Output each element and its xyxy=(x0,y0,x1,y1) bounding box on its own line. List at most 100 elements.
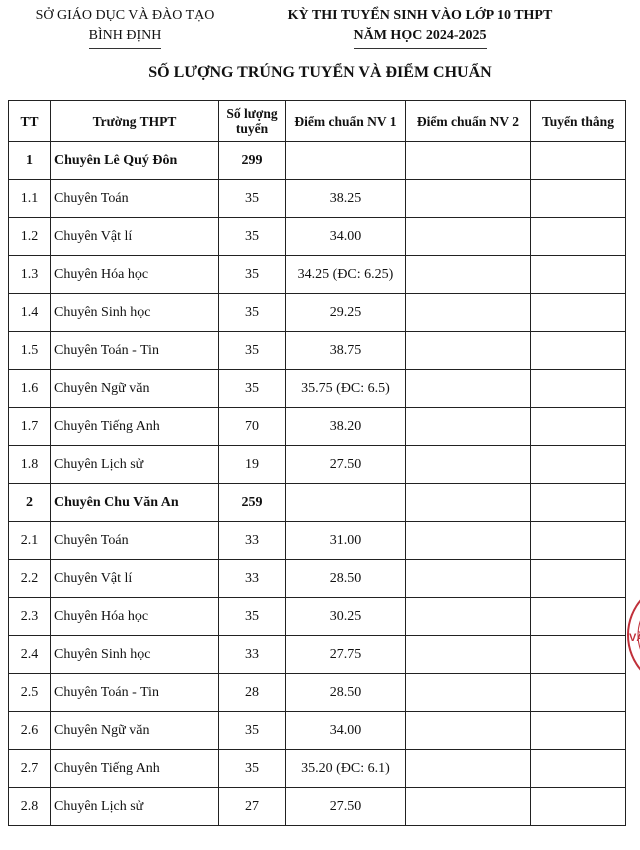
table-row: 1.2 Chuyên Vật lí 35 34.00 xyxy=(8,217,626,256)
cell-count: 35 xyxy=(218,179,286,218)
cell-tt: 1.6 xyxy=(8,369,51,408)
exam-block: KỲ THI TUYỂN SINH VÀO LỚP 10 THPT NĂM HỌ… xyxy=(255,6,585,49)
cell-direct xyxy=(530,369,626,408)
table-row: 1.6 Chuyên Ngữ văn 35 35.75 (ĐC: 6.5) xyxy=(8,369,626,408)
col-direct: Tuyển thẳng xyxy=(530,100,626,142)
cell-school: Chuyên Chu Văn An xyxy=(50,483,219,522)
cell-direct xyxy=(530,331,626,370)
cell-nv2 xyxy=(405,293,531,332)
table-row: 2.2 Chuyên Vật lí 33 28.50 xyxy=(8,559,626,598)
cell-school: Chuyên Hóa học xyxy=(50,255,219,294)
cell-nv1: 38.25 xyxy=(285,179,406,218)
cell-school: Chuyên Sinh học xyxy=(50,293,219,332)
cell-nv2 xyxy=(405,559,531,598)
cell-count: 299 xyxy=(218,141,286,180)
issuer-province: BÌNH ĐỊNH xyxy=(88,26,162,49)
cell-school: Chuyên Ngữ văn xyxy=(50,369,219,408)
stamp-outer-ring xyxy=(627,599,640,671)
cell-tt: 1.4 xyxy=(8,293,51,332)
cell-direct xyxy=(530,673,626,712)
cell-count: 35 xyxy=(218,597,286,636)
cell-nv1: 27.50 xyxy=(285,445,406,484)
cell-direct xyxy=(530,293,626,332)
cell-nv1: 34.00 xyxy=(285,217,406,256)
cell-count: 35 xyxy=(218,217,286,256)
cell-direct xyxy=(530,407,626,446)
cell-nv1: 38.75 xyxy=(285,331,406,370)
table-row: 1.5 Chuyên Toán - Tin 35 38.75 xyxy=(8,331,626,370)
cell-count: 35 xyxy=(218,255,286,294)
table-row: 2.8 Chuyên Lịch sử 27 27.50 xyxy=(8,787,626,826)
cell-count: 35 xyxy=(218,749,286,788)
cell-nv1: 29.25 xyxy=(285,293,406,332)
cell-nv2 xyxy=(405,597,531,636)
cell-nv1: 28.50 xyxy=(285,559,406,598)
cell-direct xyxy=(530,217,626,256)
cell-school: Chuyên Lịch sử xyxy=(50,445,219,484)
table-row: 2.7 Chuyên Tiếng Anh 35 35.20 (ĐC: 6.1) xyxy=(8,749,626,788)
table-row: 1.7 Chuyên Tiếng Anh 70 38.20 xyxy=(8,407,626,446)
table-row: 1.3 Chuyên Hóa học 35 34.25 (ĐC: 6.25) xyxy=(8,255,626,294)
cell-nv1: 35.75 (ĐC: 6.5) xyxy=(285,369,406,408)
cell-direct xyxy=(530,711,626,750)
col-count: Số lượng tuyển xyxy=(218,100,286,142)
cell-nv2 xyxy=(405,749,531,788)
cell-tt: 2.7 xyxy=(8,749,51,788)
cell-nv1: 35.20 (ĐC: 6.1) xyxy=(285,749,406,788)
cell-school: Chuyên Vật lí xyxy=(50,559,219,598)
cell-tt: 1 xyxy=(8,141,51,180)
cell-nv2 xyxy=(405,369,531,408)
exam-name: KỲ THI TUYỂN SINH VÀO LỚP 10 THPT xyxy=(287,8,553,23)
cell-direct xyxy=(530,559,626,598)
col-nv2: Điểm chuẩn NV 2 xyxy=(405,100,531,142)
cell-nv1: 34.00 xyxy=(285,711,406,750)
cell-school: Chuyên Tiếng Anh xyxy=(50,407,219,446)
stamp-text: VĂ xyxy=(629,631,640,644)
cell-tt: 2.1 xyxy=(8,521,51,560)
cell-school: Chuyên Vật lí xyxy=(50,217,219,256)
cell-nv2 xyxy=(405,217,531,256)
cell-count: 35 xyxy=(218,711,286,750)
cell-nv1 xyxy=(285,483,406,522)
cell-count: 27 xyxy=(218,787,286,826)
cell-nv2 xyxy=(405,445,531,484)
cell-nv1: 38.20 xyxy=(285,407,406,446)
cell-school: Chuyên Tiếng Anh xyxy=(50,749,219,788)
cell-tt: 2.5 xyxy=(8,673,51,712)
cell-direct xyxy=(530,521,626,560)
cell-nv2 xyxy=(405,521,531,560)
cell-count: 33 xyxy=(218,635,286,674)
cell-count: 70 xyxy=(218,407,286,446)
official-stamp: VĂ xyxy=(627,599,640,671)
cell-count: 259 xyxy=(218,483,286,522)
issuer-department: SỞ GIÁO DỤC VÀ ĐÀO TẠO xyxy=(35,8,215,23)
cell-direct xyxy=(530,179,626,218)
cell-tt: 1.5 xyxy=(8,331,51,370)
cell-count: 35 xyxy=(218,293,286,332)
admission-table: TT Trường THPT Số lượng tuyển Điểm chuẩn… xyxy=(8,100,626,826)
cell-count: 28 xyxy=(218,673,286,712)
cell-count: 33 xyxy=(218,521,286,560)
cell-tt: 2.3 xyxy=(8,597,51,636)
cell-tt: 1.1 xyxy=(8,179,51,218)
cell-tt: 2.8 xyxy=(8,787,51,826)
cell-count: 33 xyxy=(218,559,286,598)
cell-tt: 1.3 xyxy=(8,255,51,294)
document-title: SỐ LƯỢNG TRÚNG TUYỂN VÀ ĐIỂM CHUẨN xyxy=(148,64,492,81)
table-row: 1 Chuyên Lê Quý Đôn 299 xyxy=(8,141,626,180)
cell-school: Chuyên Ngữ văn xyxy=(50,711,219,750)
cell-direct xyxy=(530,787,626,826)
cell-direct xyxy=(530,749,626,788)
stamp-inner-ring xyxy=(637,620,640,650)
issuer-block: SỞ GIÁO DỤC VÀ ĐÀO TẠO BÌNH ĐỊNH xyxy=(10,6,240,49)
cell-nv2 xyxy=(405,331,531,370)
table-row: 2.3 Chuyên Hóa học 35 30.25 xyxy=(8,597,626,636)
cell-school: Chuyên Toán xyxy=(50,521,219,560)
cell-tt: 2 xyxy=(8,483,51,522)
cell-nv2 xyxy=(405,711,531,750)
cell-direct xyxy=(530,635,626,674)
cell-direct xyxy=(530,255,626,294)
cell-school: Chuyên Lê Quý Đôn xyxy=(50,141,219,180)
table-row: 2.5 Chuyên Toán - Tin 28 28.50 xyxy=(8,673,626,712)
table-row: 1.8 Chuyên Lịch sử 19 27.50 xyxy=(8,445,626,484)
